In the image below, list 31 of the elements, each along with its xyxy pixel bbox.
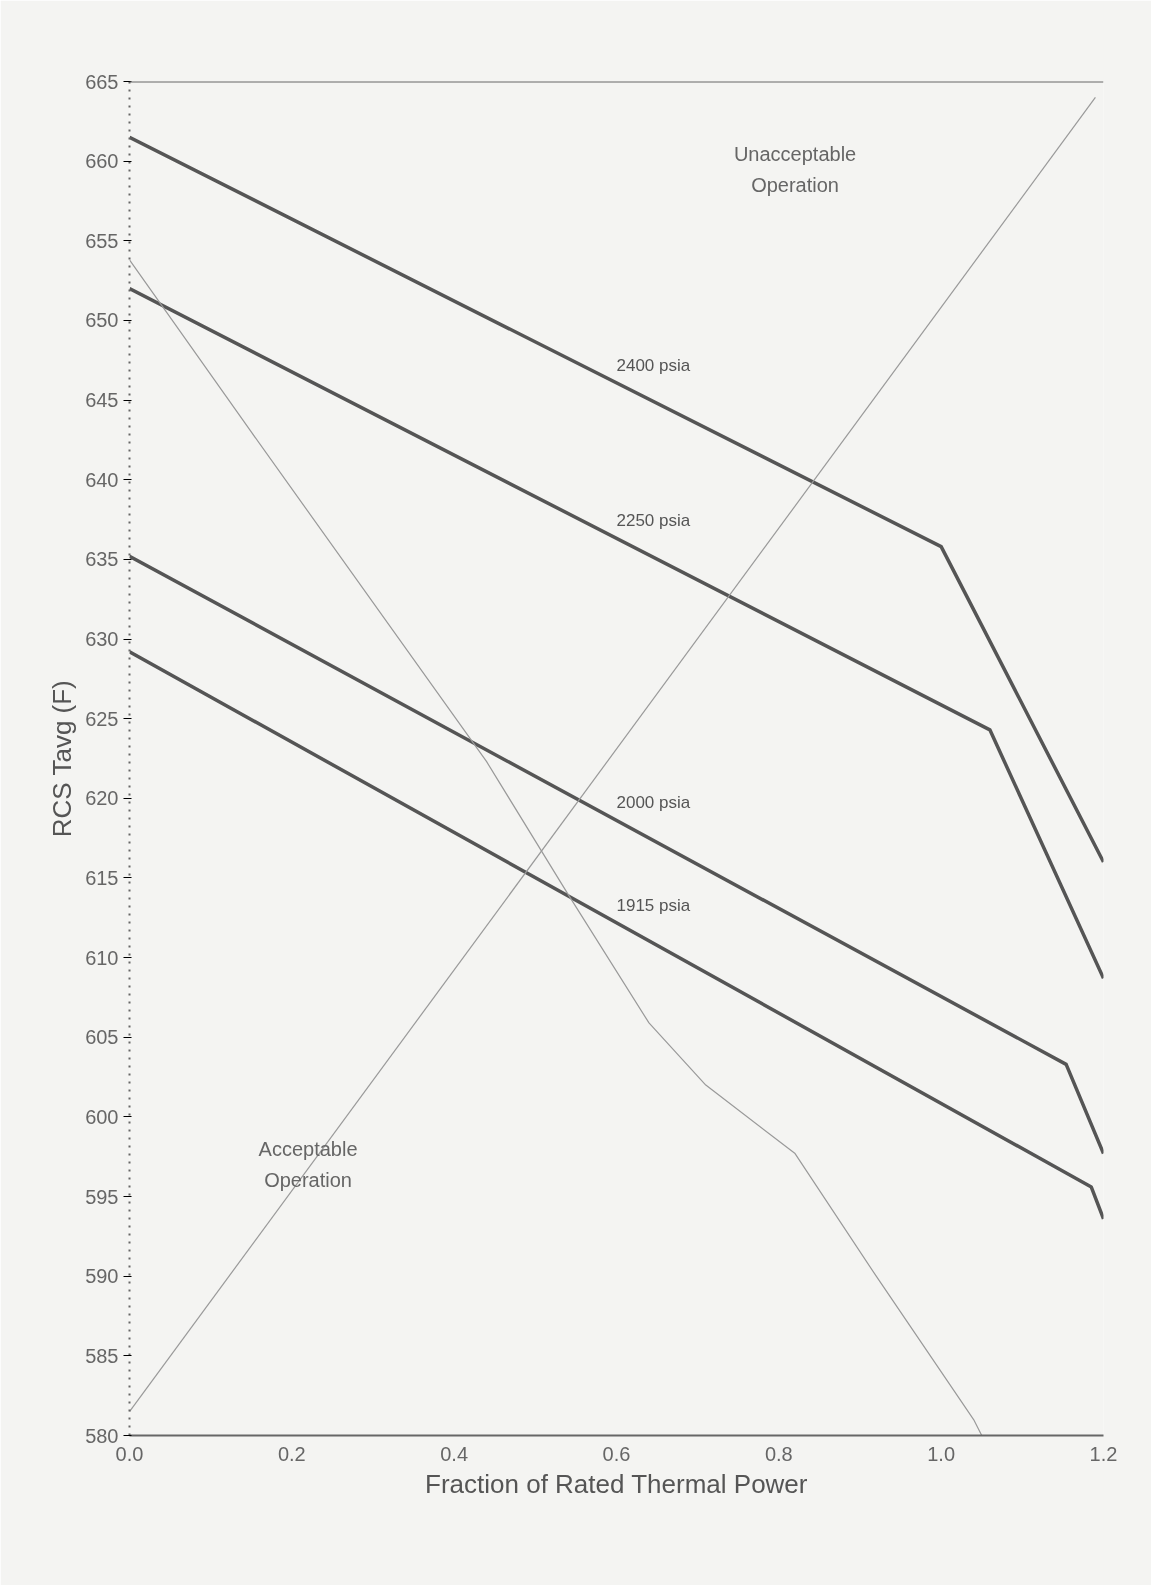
- y-tick-label: 655: [85, 229, 119, 252]
- series-label: 2400 psia: [616, 355, 691, 375]
- y-axis-title: RCS Tavg (F): [47, 680, 78, 838]
- series-label: 2250 psia: [616, 511, 691, 531]
- x-tick-label: 0.2: [277, 1442, 306, 1465]
- annotation: Unacceptable Operation: [733, 142, 857, 196]
- y-tick-label: 620: [85, 787, 119, 810]
- y-tick-label: 615: [85, 866, 119, 889]
- y-tick-label: 585: [85, 1344, 119, 1367]
- x-tick-label: 0.6: [602, 1442, 631, 1465]
- x-axis-title: Fraction of Rated Thermal Power: [425, 1468, 808, 1499]
- y-tick-label: 630: [85, 628, 119, 651]
- y-tick-label: 640: [85, 468, 119, 491]
- y-tick-label: 590: [85, 1265, 119, 1288]
- y-tick-label: 600: [85, 1105, 119, 1128]
- annotation: Acceptable Operation: [258, 1138, 358, 1192]
- y-tick-label: 595: [85, 1185, 119, 1208]
- series-label: 1915 psia: [616, 895, 691, 915]
- y-tick-label: 610: [85, 946, 119, 969]
- y-tick-label: 605: [85, 1026, 119, 1049]
- y-tick-label: 665: [85, 70, 119, 93]
- series-label: 2000 psia: [616, 793, 691, 813]
- y-tick-label: 650: [85, 309, 119, 332]
- y-tick-label: 645: [85, 389, 119, 412]
- x-tick-label: 1.2: [1089, 1442, 1118, 1465]
- y-tick-label: 660: [85, 150, 119, 173]
- x-tick-label: 0.8: [764, 1442, 793, 1465]
- x-tick-label: 0.4: [440, 1442, 469, 1465]
- y-tick-label: 635: [85, 548, 119, 571]
- y-tick-label: 625: [85, 707, 119, 730]
- x-tick-label: 1.0: [927, 1442, 956, 1465]
